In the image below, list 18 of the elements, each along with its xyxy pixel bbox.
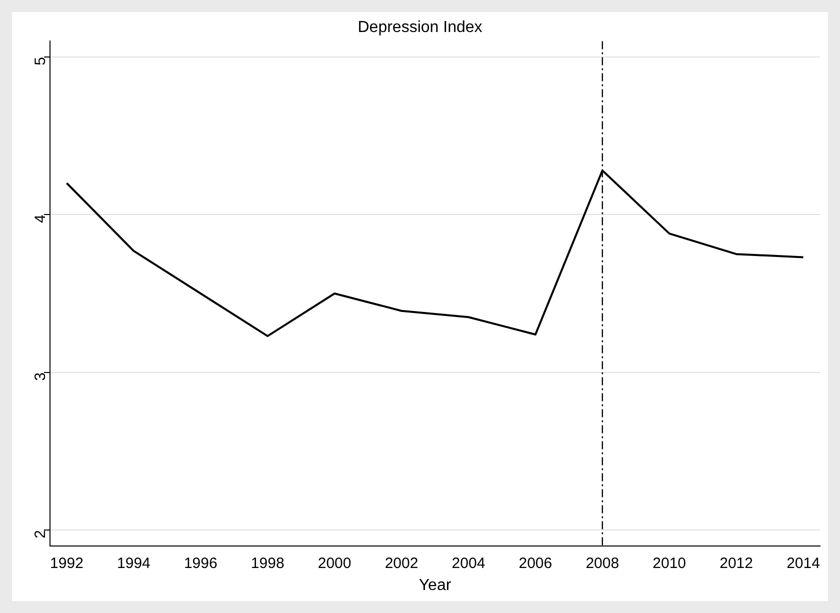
x-axis-title: Year <box>418 576 452 594</box>
x-tick-label: 2010 <box>652 554 686 572</box>
x-tick-label: 2014 <box>786 554 820 572</box>
x-tick-label: 2004 <box>452 554 486 572</box>
x-tick-label: 2000 <box>318 554 352 572</box>
x-tick-label: 2006 <box>518 554 552 572</box>
chart-title: Depression Index <box>358 19 482 36</box>
y-tick-label: 3 <box>32 372 50 381</box>
x-tick-label: 1998 <box>250 554 284 572</box>
x-tick-label: 1994 <box>117 554 150 572</box>
x-tick-label: 1996 <box>184 554 218 572</box>
x-tick-label: 2002 <box>384 554 418 572</box>
y-tick-label: 2 <box>32 530 50 538</box>
x-tick-label: 1992 <box>50 554 84 572</box>
x-tick-label: 2012 <box>720 554 753 572</box>
y-tick-label: 4 <box>32 214 50 223</box>
y-tick-label: 5 <box>32 56 50 66</box>
x-tick-label: 2008 <box>586 554 620 572</box>
